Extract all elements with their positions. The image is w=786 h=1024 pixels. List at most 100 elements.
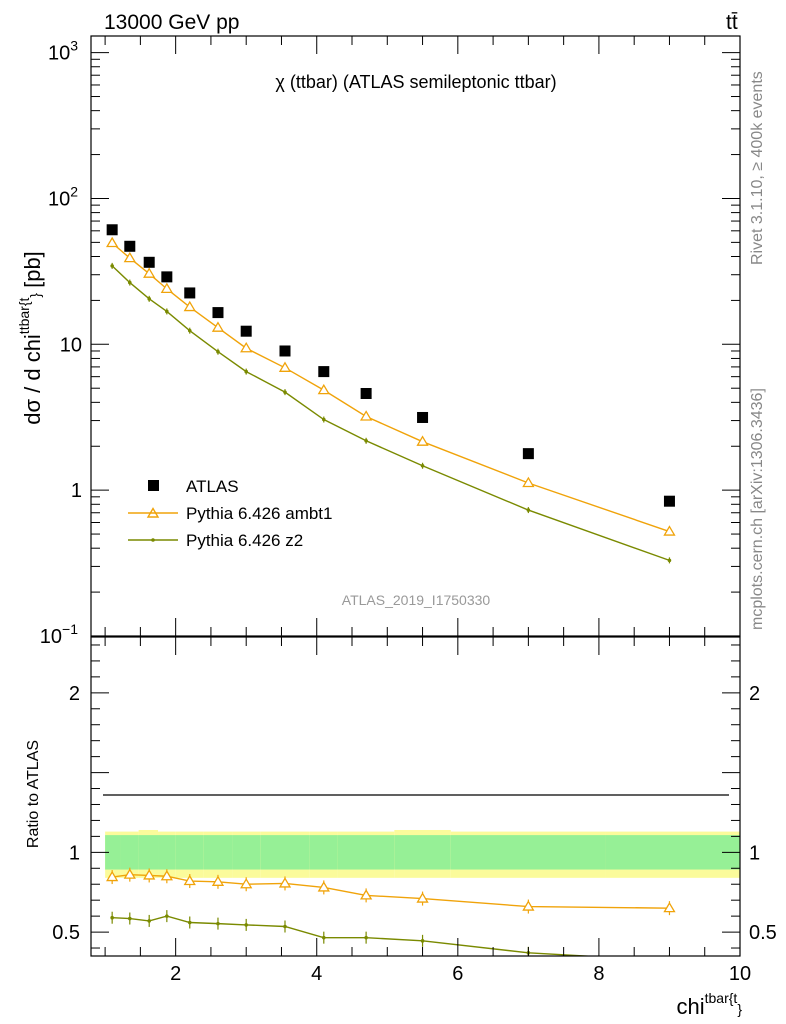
y-label-sup: ttbar{t <box>16 297 32 334</box>
y-label-main: dσ / d chi <box>20 334 45 425</box>
ratio-y-tick-label-left: 2 <box>69 683 80 705</box>
y-tick-label: 10−1 <box>40 621 78 648</box>
mcplots-label: mcplots.cern.ch [arXiv:1306.3436] <box>749 388 766 630</box>
ratio-band-inner <box>175 835 204 870</box>
z2-point <box>420 463 425 468</box>
ratio-band-inner <box>605 835 740 870</box>
ratio-z2-point <box>364 935 368 940</box>
ambt1-point <box>278 361 292 372</box>
ratio-ambt1-point <box>278 877 292 888</box>
z2-point <box>187 328 192 333</box>
z2-point <box>321 417 326 422</box>
z2-point <box>165 309 169 314</box>
legend: ATLAS Pythia 6.426 ambt1 Pythia 6.426 z2 <box>128 477 332 550</box>
main-frame <box>90 35 741 637</box>
ambt1-point <box>317 383 330 395</box>
ratio-band-inner <box>158 835 176 870</box>
ambt1-point <box>359 410 373 421</box>
y-tick-label: 102 <box>48 183 78 210</box>
ratio-ambt1-point <box>416 892 429 903</box>
legend-label-ambt1: Pythia 6.426 ambt1 <box>186 504 332 523</box>
ratio-z2-point <box>110 915 114 920</box>
ratio-z2-point <box>147 919 151 923</box>
atlas-point <box>240 325 252 337</box>
ambt1-point <box>106 236 119 248</box>
ratio-y-tick-label-right: 1 <box>749 842 760 864</box>
atlas-point <box>360 387 372 399</box>
atlas-point <box>124 240 136 252</box>
ambt1-point <box>211 321 225 332</box>
ambt1-point <box>416 435 429 446</box>
ratio-band-inner <box>260 835 310 870</box>
atlas-point <box>212 307 224 319</box>
ambt1-point <box>160 282 173 294</box>
ratio-band-inner <box>105 835 121 870</box>
ratio-z2-point <box>165 914 169 918</box>
ratio-axis-ticks: 0.5 0.5 1 1 2 2 2 4 6 8 10 <box>52 637 777 985</box>
atlas-point <box>663 495 675 507</box>
atlas-point <box>417 411 429 423</box>
y-label-unit: [pb] <box>20 251 45 288</box>
ambt1-point <box>183 300 196 312</box>
y-tick-label-base: 10 <box>60 334 82 356</box>
x-label-main: chi <box>676 994 704 1019</box>
y-tick-label-base: 1 <box>71 480 82 502</box>
atlas-point <box>318 366 330 378</box>
ratio-z2-point <box>244 923 248 927</box>
legend-label-atlas: ATLAS <box>186 477 239 496</box>
main-y-axis-label: dσ / d chittbar{t} [pb] <box>16 251 45 425</box>
ratio-y-tick-label-left: 1 <box>69 842 80 864</box>
ratio-z2-point <box>668 959 672 963</box>
x-tick-label: 10 <box>729 963 751 985</box>
atlas-point <box>184 287 196 299</box>
ratio-ambt1-point <box>359 889 373 900</box>
atlas-point <box>143 256 155 268</box>
ratio-ambt1-point <box>106 870 119 882</box>
ratio-z2-line <box>112 915 598 956</box>
ratio-band-inner <box>337 835 395 870</box>
z2-point <box>283 390 287 394</box>
atlas-point <box>106 224 118 236</box>
ratio-ambt1-point <box>240 877 253 889</box>
atlas-point <box>522 448 534 460</box>
ratio-y-tick-label-left: 0.5 <box>52 922 80 944</box>
z2-point <box>244 369 248 374</box>
ratio-ambt1-point <box>143 869 156 880</box>
ratio-y-axis-label: Ratio to ATLAS <box>25 740 42 848</box>
atlas-point <box>161 271 173 283</box>
x-tick-label: 8 <box>593 963 604 985</box>
ambt1-point <box>240 341 253 353</box>
legend-label-z2: Pythia 6.426 z2 <box>186 531 303 550</box>
ratio-z2-point <box>187 920 192 925</box>
ratio-z2-point <box>216 921 220 926</box>
y-tick-label: 103 <box>48 38 78 65</box>
z2-point <box>127 280 132 285</box>
ratio-series-layer <box>106 867 676 963</box>
atlas-point <box>279 345 291 357</box>
ratio-frame <box>90 636 741 957</box>
x-axis-label: chitbar{t} <box>676 990 742 1019</box>
chart-title: χ (ttbar) (ATLAS semileptonic ttbar) <box>275 72 556 92</box>
legend-marker-ambt1 <box>146 507 160 518</box>
ambt1-point <box>123 251 136 263</box>
y-tick-label: 1 <box>71 480 82 502</box>
ratio-band-inner <box>394 835 451 870</box>
ratio-band-inner <box>203 835 233 870</box>
ratio-ambt1-point <box>160 869 173 881</box>
ratio-z2-point <box>127 916 132 921</box>
ratio-band-layer <box>105 829 740 878</box>
y-tick-label-base: 10 <box>40 626 62 648</box>
ratio-band-inner <box>450 835 606 870</box>
legend-marker-z2 <box>151 538 155 542</box>
ratio-z2-point <box>321 935 326 940</box>
y-tick-label: 10 <box>60 334 82 356</box>
ratio-ambt1-point <box>522 900 535 911</box>
y-tick-label-exp: 3 <box>70 38 78 54</box>
ratio-ambt1-point <box>211 875 225 886</box>
x-tick-label: 2 <box>170 963 181 985</box>
main-series-layer <box>106 224 676 564</box>
z2-point <box>216 349 220 354</box>
ratio-band-inner <box>232 835 261 870</box>
z2-point <box>147 297 151 301</box>
